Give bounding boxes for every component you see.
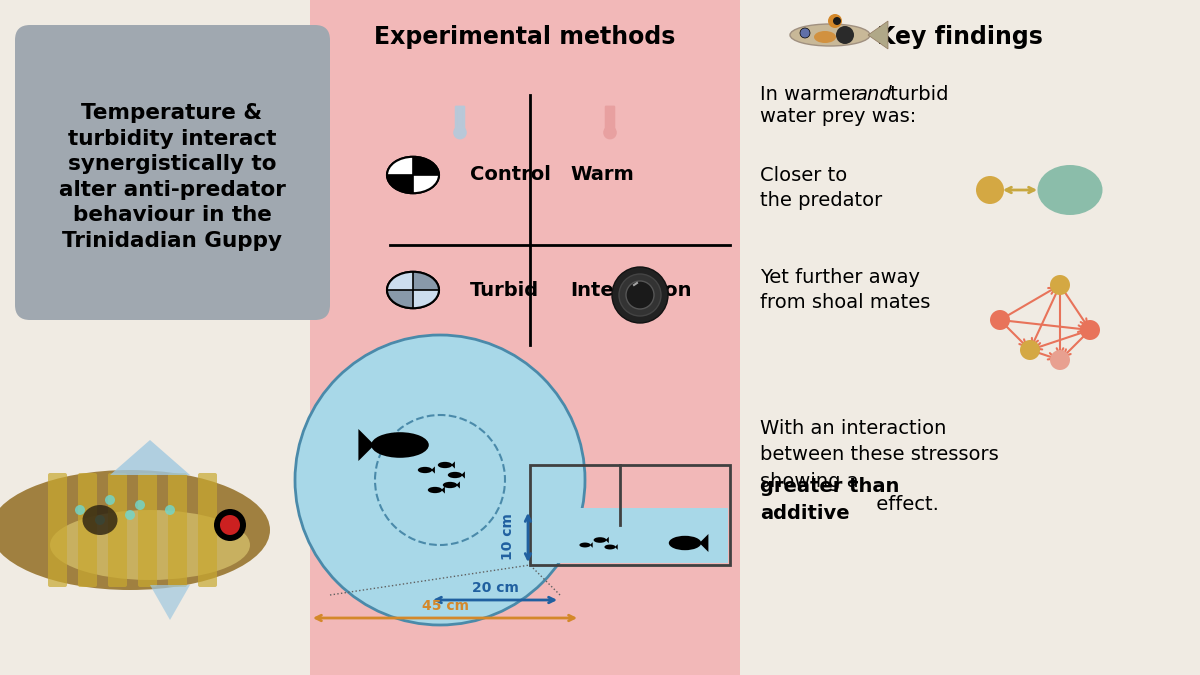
Ellipse shape (605, 545, 616, 549)
Circle shape (836, 26, 854, 44)
Circle shape (990, 310, 1010, 330)
Circle shape (1080, 320, 1100, 340)
FancyBboxPatch shape (532, 508, 728, 563)
Polygon shape (590, 542, 593, 548)
Text: Interaction: Interaction (570, 281, 691, 300)
FancyBboxPatch shape (168, 473, 187, 587)
Text: effect.: effect. (870, 495, 938, 514)
Text: Temperature &
turbidity interact
synergistically to
alter anti-predator
behaviou: Temperature & turbidity interact synergi… (59, 103, 286, 251)
Circle shape (976, 176, 1004, 204)
Text: 10 cm: 10 cm (502, 514, 515, 560)
Ellipse shape (448, 472, 462, 478)
Polygon shape (606, 537, 608, 543)
Ellipse shape (814, 31, 836, 43)
Polygon shape (456, 481, 460, 489)
Text: Turbid: Turbid (470, 281, 539, 300)
Circle shape (214, 509, 246, 541)
Circle shape (605, 127, 616, 138)
Text: 20 cm: 20 cm (472, 581, 518, 595)
Circle shape (612, 267, 668, 323)
Circle shape (125, 510, 134, 520)
Polygon shape (359, 429, 374, 461)
Polygon shape (461, 471, 464, 479)
Ellipse shape (1038, 165, 1103, 215)
Ellipse shape (418, 467, 432, 473)
Circle shape (295, 335, 586, 625)
Polygon shape (386, 175, 413, 193)
Circle shape (626, 281, 654, 309)
Ellipse shape (50, 510, 250, 580)
Ellipse shape (580, 543, 590, 547)
Polygon shape (150, 585, 190, 620)
Text: In warmer: In warmer (760, 86, 865, 105)
Text: Warm: Warm (570, 165, 634, 184)
Ellipse shape (668, 536, 701, 550)
Text: turbid: turbid (884, 86, 948, 105)
FancyBboxPatch shape (48, 473, 67, 587)
Polygon shape (386, 157, 413, 175)
Polygon shape (451, 462, 455, 468)
Text: Experimental methods: Experimental methods (374, 25, 676, 49)
Polygon shape (413, 175, 439, 193)
FancyBboxPatch shape (78, 473, 97, 587)
Polygon shape (413, 272, 439, 290)
Circle shape (828, 14, 842, 28)
Text: and: and (854, 86, 892, 105)
Text: water prey was:: water prey was: (760, 107, 917, 126)
Ellipse shape (0, 470, 270, 590)
Ellipse shape (371, 432, 428, 458)
FancyBboxPatch shape (310, 0, 740, 675)
Ellipse shape (443, 482, 457, 488)
Circle shape (106, 495, 115, 505)
FancyBboxPatch shape (108, 473, 127, 587)
Polygon shape (431, 466, 434, 474)
Circle shape (800, 28, 810, 38)
Circle shape (74, 505, 85, 515)
Polygon shape (614, 544, 618, 550)
FancyBboxPatch shape (138, 473, 157, 587)
Circle shape (619, 274, 661, 316)
Circle shape (1020, 340, 1040, 360)
FancyBboxPatch shape (457, 109, 462, 131)
Polygon shape (442, 487, 445, 493)
Ellipse shape (428, 487, 443, 493)
Text: 45 cm: 45 cm (421, 599, 468, 613)
Text: greater than
additive: greater than additive (760, 477, 899, 522)
Circle shape (833, 17, 841, 25)
Circle shape (455, 127, 466, 138)
Circle shape (220, 515, 240, 535)
Circle shape (134, 500, 145, 510)
Ellipse shape (790, 24, 870, 46)
Polygon shape (868, 21, 888, 49)
Text: Closer to
the predator: Closer to the predator (760, 166, 882, 210)
Circle shape (1050, 275, 1070, 295)
Polygon shape (413, 290, 439, 308)
Polygon shape (386, 290, 413, 308)
Polygon shape (700, 534, 708, 552)
Ellipse shape (438, 462, 452, 468)
Text: With an interaction
between these stressors
showing a: With an interaction between these stress… (760, 419, 998, 491)
Polygon shape (110, 440, 190, 475)
Text: Control: Control (470, 165, 551, 184)
FancyBboxPatch shape (607, 109, 612, 131)
Circle shape (166, 505, 175, 515)
Ellipse shape (594, 537, 606, 543)
Text: Key findings: Key findings (877, 25, 1043, 49)
Polygon shape (413, 157, 439, 175)
FancyBboxPatch shape (14, 25, 330, 320)
Ellipse shape (83, 505, 118, 535)
Circle shape (95, 515, 106, 525)
FancyBboxPatch shape (198, 473, 217, 587)
Circle shape (1050, 350, 1070, 370)
Polygon shape (386, 272, 413, 290)
Text: Yet further away
from shoal mates: Yet further away from shoal mates (760, 268, 930, 312)
